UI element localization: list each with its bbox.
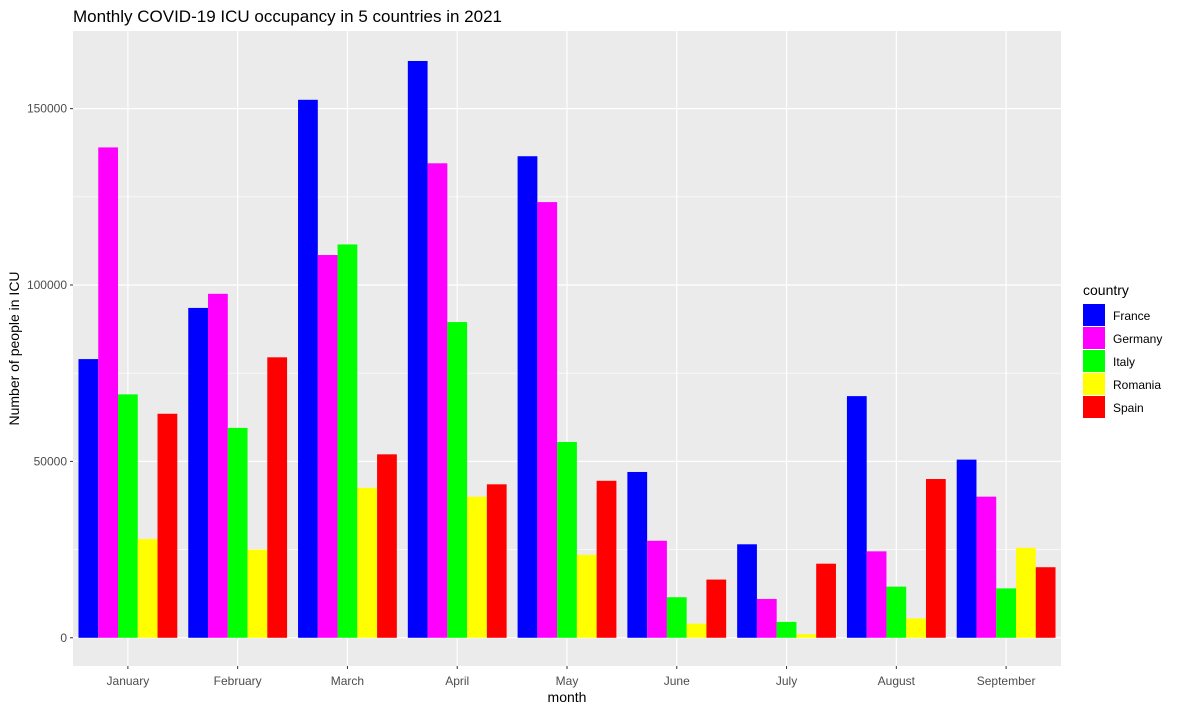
bar-germany-september <box>976 496 997 638</box>
bar-germany-august <box>866 551 887 638</box>
bar-italy-january <box>118 394 138 638</box>
legend-label-spain: Spain <box>1113 401 1144 415</box>
bar-france-march <box>298 99 318 638</box>
legend-key-italy <box>1083 350 1105 372</box>
x-axis-title: month <box>548 689 587 705</box>
bar-spain-february <box>267 357 288 638</box>
x-tick-label: April <box>445 674 469 688</box>
bar-italy-july <box>776 621 797 638</box>
x-axis: January February March April May June July Augu… <box>107 666 1036 688</box>
bar-romania-march <box>357 487 378 638</box>
bar-spain-april <box>486 484 507 638</box>
bar-germany-june <box>647 540 667 638</box>
bar-germany-january <box>98 147 119 638</box>
x-tick-label: March <box>331 674 364 688</box>
x-tick-label: February <box>214 674 262 688</box>
legend-key-romania <box>1083 373 1105 395</box>
y-tick-label: 100000 <box>27 278 67 292</box>
x-tick-label: July <box>776 674 797 688</box>
chart-title: Monthly COVID-19 ICU occupancy in 5 coun… <box>73 7 502 26</box>
bar-spain-september <box>1035 567 1056 638</box>
bar-romania-august <box>906 618 926 638</box>
bar-germany-may <box>537 202 558 638</box>
bar-romania-june <box>686 623 707 638</box>
bar-france-february <box>188 307 209 638</box>
bar-spain-march <box>377 454 397 638</box>
legend-title: country <box>1083 282 1129 298</box>
legend: country France Germany Italy Romania Spain <box>1083 282 1162 418</box>
bar-germany-february <box>208 293 228 638</box>
bar-germany-april <box>427 163 448 638</box>
bar-france-july <box>737 544 757 638</box>
bar-france-january <box>78 359 99 638</box>
legend-label-germany: Germany <box>1113 332 1162 346</box>
x-tick-label: August <box>878 674 916 688</box>
y-tick-label: 50000 <box>34 454 68 468</box>
bar-italy-march <box>337 244 358 638</box>
bar-romania-may <box>576 554 597 638</box>
x-tick-label: January <box>107 674 150 688</box>
legend-label-italy: Italy <box>1113 355 1135 369</box>
y-axis: 0 50000 100000 150000 <box>27 102 73 645</box>
bar-spain-july <box>816 563 836 638</box>
x-tick-label: September <box>977 674 1036 688</box>
bar-spain-may <box>596 480 617 638</box>
y-axis-title: Number of people in ICU <box>6 271 22 425</box>
bar-romania-april <box>467 496 487 638</box>
bar-spain-january <box>157 413 178 638</box>
bar-italy-september <box>996 588 1016 638</box>
legend-label-romania: Romania <box>1113 378 1161 392</box>
bar-romania-july <box>796 634 817 638</box>
legend-label-france: France <box>1113 309 1151 323</box>
bar-germany-march <box>317 255 338 638</box>
bar-france-june <box>627 471 648 638</box>
bar-romania-september <box>1015 547 1036 638</box>
x-tick-label: May <box>556 674 579 688</box>
bar-france-august <box>846 396 867 638</box>
bar-romania-january <box>137 539 158 638</box>
bars <box>78 60 1056 638</box>
bar-france-may <box>517 156 538 638</box>
legend-key-france <box>1083 304 1105 326</box>
bar-italy-february <box>227 427 248 638</box>
bar-romania-february <box>247 549 268 638</box>
bar-spain-june <box>706 579 727 638</box>
bar-italy-april <box>447 322 468 638</box>
bar-france-september <box>956 459 977 638</box>
x-tick-label: June <box>664 674 690 688</box>
bar-spain-august <box>925 479 946 638</box>
bar-italy-august <box>886 586 907 638</box>
legend-key-spain <box>1083 396 1105 418</box>
bar-italy-june <box>666 597 687 638</box>
bar-italy-may <box>557 441 577 638</box>
y-tick-label: 150000 <box>27 102 67 116</box>
legend-key-germany <box>1083 327 1105 349</box>
bar-germany-july <box>756 598 777 638</box>
bar-france-april <box>407 60 428 638</box>
y-tick-label: 0 <box>60 631 67 645</box>
